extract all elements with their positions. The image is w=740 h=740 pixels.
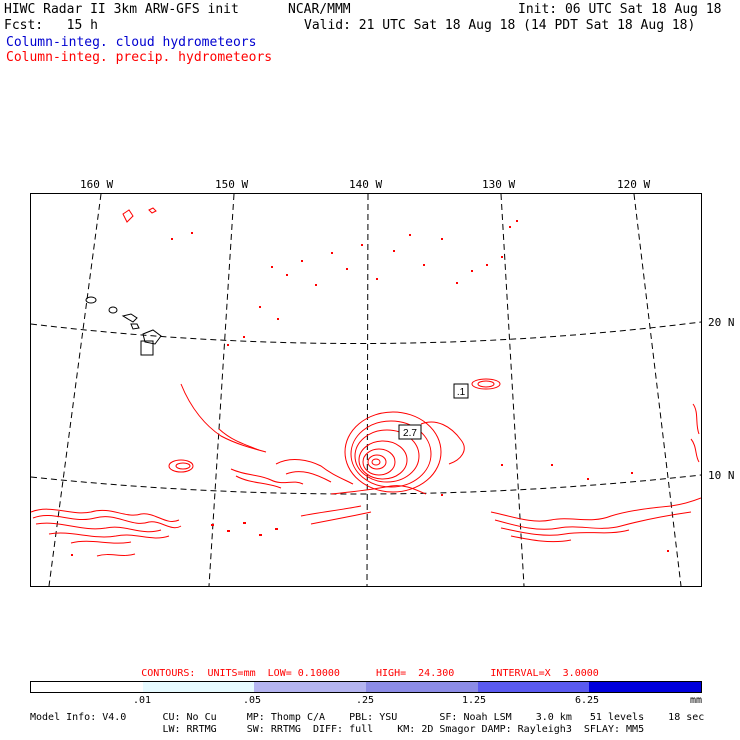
max-value-label: 2.7 [403, 428, 417, 439]
meridian-160w [48, 194, 102, 586]
field-cloud-label: Column-integ. cloud hydrometeors [6, 35, 257, 50]
precip-specks [71, 220, 669, 556]
lon-label-130w: 130 W [482, 178, 516, 191]
scale-label-1: .05 [243, 695, 262, 706]
lon-label-120w: 120 W [617, 178, 651, 191]
field-precip-label: Column-integ. precip. hydrometeors [6, 50, 273, 65]
init-time: Init: 06 UTC Sat 18 Aug 18 [518, 2, 722, 17]
scale-segment [142, 682, 255, 692]
plot-title: HIWC Radar II 3km ARW-GFS init [4, 2, 239, 17]
scale-segment [31, 682, 143, 692]
color-scale-bar [30, 681, 702, 693]
valid-time: Valid: 21 UTC Sat 18 Aug 18 (14 PDT Sat … [304, 18, 696, 33]
scale-label-2: .25 [356, 695, 375, 706]
max-marker: 2.7 [398, 424, 422, 440]
meridian-140w [366, 194, 369, 586]
meridian-130w [500, 194, 525, 586]
scale-segment [366, 682, 478, 692]
hawaii-coastline [85, 296, 162, 356]
scale-label-3: 1.25 [462, 695, 487, 706]
lon-label-160w: 160 W [80, 178, 114, 191]
scale-label-0: .01 [133, 695, 152, 706]
graticule [31, 194, 701, 586]
model-info-line1: Model Info: V4.0 CU: No Cu MP: Thomp C/A… [30, 712, 705, 723]
model-info-line2: LW: RRTMG SW: RRTMG DIFF: full KM: 2D Sm… [30, 724, 645, 735]
lat-label-10n: 10 N [708, 469, 735, 482]
precip-contours [31, 207, 701, 557]
lat-label-20n: 20 N [708, 316, 735, 329]
organization-label: NCAR/MMM [288, 2, 351, 17]
scale-label-4: 6.25 [575, 695, 600, 706]
map-canvas: 2.7 .1 [31, 194, 701, 586]
scale-segment [589, 682, 702, 692]
parallel-10n [31, 474, 701, 495]
scale-unit: mm [690, 695, 703, 706]
min-marker: .1 [453, 383, 469, 399]
scale-segment [254, 682, 367, 692]
meridian-120w [633, 194, 682, 586]
parallel-20n [31, 321, 701, 344]
map-panel: 2.7 .1 [30, 193, 702, 587]
scale-segment [477, 682, 590, 692]
meridian-150w [208, 194, 235, 586]
forecast-hour: Fcst: 15 h [4, 18, 98, 33]
min-value-label: .1 [457, 387, 466, 398]
lon-label-150w: 150 W [215, 178, 249, 191]
lon-label-140w: 140 W [349, 178, 383, 191]
contour-info: CONTOURS: UNITS=mm LOW= 0.10000 HIGH= 24… [141, 668, 599, 679]
